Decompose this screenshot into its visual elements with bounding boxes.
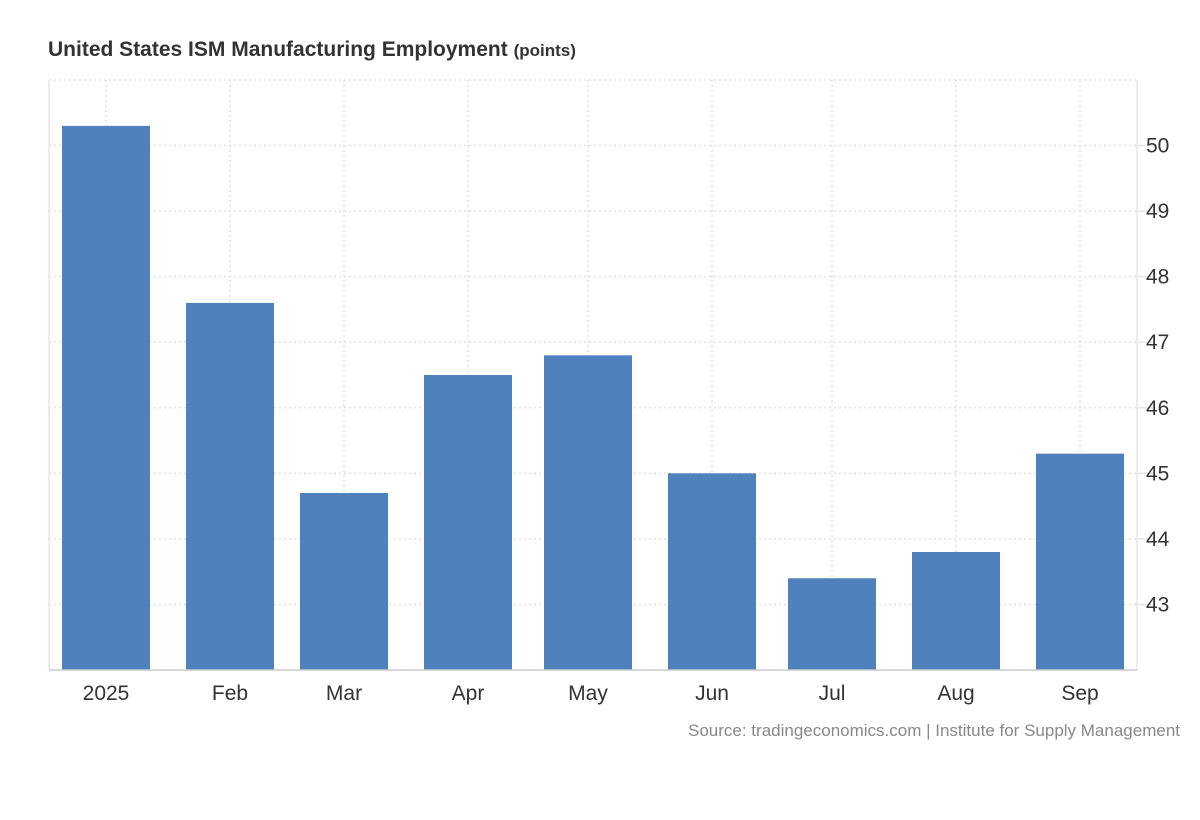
x-tick-label: Mar: [326, 682, 362, 705]
bar-may: [544, 355, 632, 670]
bar-aug: [912, 552, 1000, 670]
x-tick-label: Aug: [937, 682, 974, 705]
x-tick-label: 2025: [83, 682, 130, 705]
x-tick-label: Jun: [695, 682, 729, 705]
bar-jun: [668, 473, 756, 670]
y-tick-label: 48: [1146, 266, 1169, 289]
bar-mar: [300, 493, 388, 670]
chart-title-text: United States ISM Manufacturing Employme…: [48, 38, 508, 61]
source-attribution: Source: tradingeconomics.com | Institute…: [688, 721, 1180, 740]
y-tick-label: 44: [1146, 528, 1170, 551]
x-tick-label: Jul: [819, 682, 846, 705]
x-tick-label: May: [568, 682, 608, 705]
x-tick-label: Sep: [1061, 682, 1098, 705]
bar-sep: [1036, 453, 1124, 670]
bar-2025: [62, 125, 150, 670]
y-tick-label: 43: [1146, 593, 1169, 616]
x-tick-label: Apr: [452, 682, 485, 705]
y-tick-label: 49: [1146, 200, 1169, 223]
y-tick-label: 46: [1146, 397, 1169, 420]
bar-jul: [788, 578, 876, 670]
chart-title: United States ISM Manufacturing Employme…: [48, 38, 576, 62]
chart-unit: (points): [513, 41, 576, 60]
y-tick-label: 45: [1146, 462, 1169, 485]
y-tick-label: 47: [1146, 331, 1169, 354]
bar-apr: [424, 375, 512, 670]
bar-feb: [186, 302, 274, 670]
x-tick-label: Feb: [212, 682, 248, 705]
bar-chart: 43 44 45 46 47 48 49 50 2025 Feb Mar Apr May Jun Jul Au…: [48, 79, 1170, 705]
y-tick-label: 50: [1146, 135, 1169, 158]
